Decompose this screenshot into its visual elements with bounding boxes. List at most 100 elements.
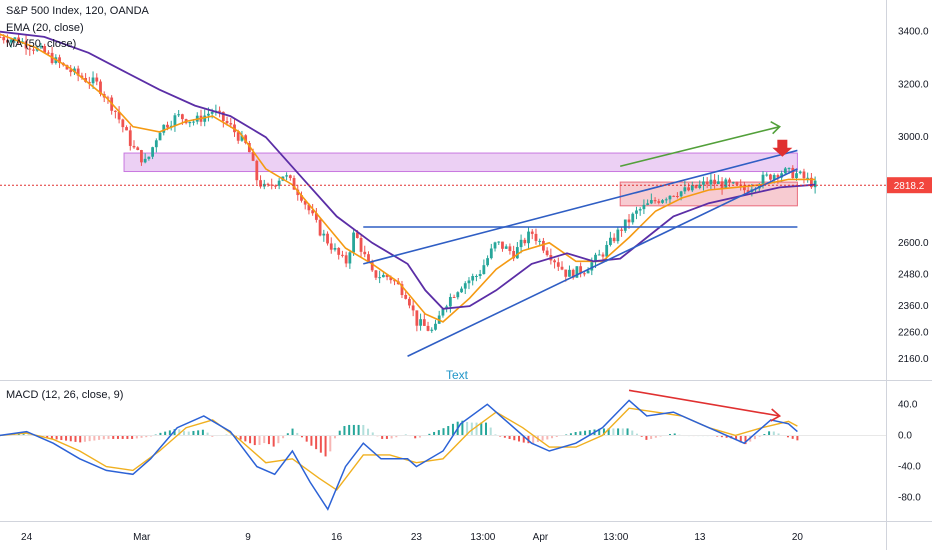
candle-body	[594, 254, 597, 263]
candle-body	[694, 185, 698, 188]
macd-histogram-bar	[753, 435, 756, 440]
macd-histogram-bar	[447, 426, 450, 436]
candle-body	[460, 288, 463, 293]
trendline-0[interactable]	[407, 168, 798, 357]
candle-body	[300, 195, 303, 201]
macd-histogram-bar	[83, 435, 86, 442]
macd-histogram-bar	[763, 434, 766, 436]
macd-histogram-bar	[88, 435, 91, 442]
price-tick-label: 3000.0	[898, 132, 929, 143]
candle-body	[154, 140, 158, 148]
price-tick-label: 2600.0	[898, 238, 929, 249]
candle-body	[385, 274, 389, 278]
candle-body	[121, 119, 125, 128]
macd-histogram-bar	[720, 435, 723, 438]
candle-body	[221, 111, 225, 122]
candle-body	[698, 184, 702, 188]
candle-body	[277, 180, 281, 186]
candle-body	[285, 175, 288, 177]
macd-histogram-bar	[635, 433, 638, 436]
candle-body	[95, 77, 99, 82]
macd-histogram-bar	[249, 435, 252, 444]
candle-body	[746, 190, 750, 192]
macd-histogram-bar	[546, 435, 549, 440]
candle-body	[210, 112, 214, 114]
candle-body	[616, 229, 620, 242]
candle-body	[724, 179, 728, 189]
candle-body	[527, 231, 530, 244]
candle-body	[393, 280, 396, 282]
candle-body	[166, 124, 169, 128]
candle-body	[486, 258, 489, 266]
macd-histogram-bar	[329, 435, 332, 452]
candle-body	[158, 132, 162, 141]
candle-body	[720, 181, 724, 189]
macd-histogram-bar	[319, 435, 322, 453]
candle-body	[743, 185, 746, 191]
macd-histogram-bar	[541, 435, 544, 441]
macd-histogram-bar	[131, 435, 134, 439]
candle-body	[311, 210, 315, 214]
candle-body	[415, 310, 419, 326]
down-arrow-icon[interactable]	[772, 139, 793, 157]
candle-body	[612, 237, 616, 242]
zone-1[interactable]	[619, 181, 798, 207]
macd-histogram-bar	[362, 424, 365, 436]
macd-histogram-bar	[659, 435, 662, 437]
macd-histogram-bar	[253, 435, 256, 446]
candle-body	[274, 185, 277, 187]
candle-body	[247, 143, 251, 153]
candle-body	[106, 97, 110, 99]
macd-histogram-bar	[777, 433, 780, 436]
price-tick-label: 2480.0	[898, 269, 929, 280]
macd-histogram-bar	[46, 435, 49, 438]
macd-histogram-bar	[744, 435, 747, 445]
candle-body	[512, 251, 516, 259]
candle-body	[307, 204, 311, 211]
trendline-1[interactable]	[363, 149, 798, 265]
candle-body	[664, 199, 668, 201]
macd-histogram-bar	[371, 432, 374, 436]
candle-body	[333, 247, 337, 250]
macd-histogram-bar	[244, 435, 247, 442]
macd-histogram-bar	[102, 435, 105, 440]
candle-body	[575, 266, 579, 278]
candle-body	[419, 319, 422, 326]
candle-body	[255, 160, 259, 181]
macd-histogram-bar	[716, 435, 719, 437]
candle-body	[783, 168, 787, 174]
macd-tick-label: -80.0	[898, 493, 921, 504]
trendline-2[interactable]	[620, 125, 780, 168]
candle-body	[303, 200, 307, 205]
candle-body	[538, 240, 542, 242]
candle-body	[579, 266, 583, 274]
candle-body	[780, 173, 784, 178]
macd-tick-label: -40.0	[898, 462, 921, 473]
macd-histogram-bar	[305, 435, 308, 442]
candle-body	[493, 242, 497, 249]
candle-body	[203, 115, 207, 122]
candle-body	[497, 241, 501, 243]
candle-body	[463, 283, 467, 289]
candle-body	[806, 177, 810, 179]
macd-histogram-bar	[654, 435, 657, 438]
candle-body	[795, 173, 798, 179]
macd-histogram-bar	[310, 435, 313, 446]
annotation-text[interactable]: Text	[446, 368, 469, 382]
candle-body	[9, 39, 13, 43]
candle-body	[422, 319, 426, 326]
macd-histogram-bar	[50, 435, 53, 439]
candle-body	[776, 175, 780, 178]
candle-body	[39, 45, 43, 48]
candle-body	[355, 232, 359, 238]
macd-histogram-bar	[395, 435, 398, 438]
macd-histogram-bar	[55, 435, 58, 440]
candle-body	[713, 179, 717, 185]
divergence-line[interactable]	[628, 389, 780, 417]
macd-histogram-bar	[164, 431, 167, 436]
candle-body	[370, 261, 374, 271]
candle-body	[556, 262, 560, 267]
candle-body	[259, 180, 262, 187]
zone-0[interactable]	[123, 152, 798, 173]
candle-body	[504, 246, 508, 249]
